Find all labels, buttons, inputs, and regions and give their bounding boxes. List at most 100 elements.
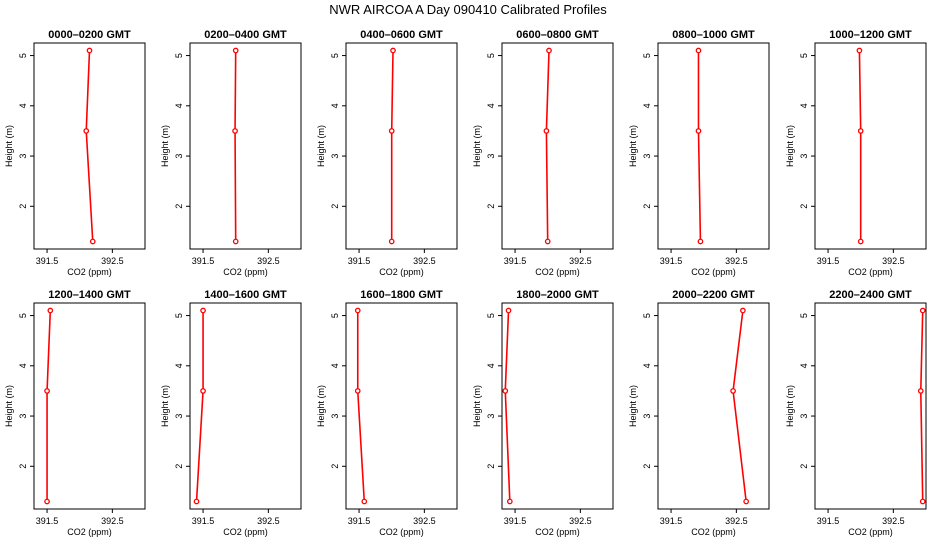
profile-line (732, 310, 747, 502)
profile-point (232, 47, 239, 54)
x-tick-label: 391.5 (192, 516, 215, 526)
panel-title: 0400–0600 GMT (360, 29, 443, 41)
profile-point (200, 388, 206, 394)
profile-point (857, 238, 864, 245)
plot-frame (657, 42, 770, 250)
profile-point (354, 388, 361, 394)
profile-point (740, 307, 746, 314)
y-tick-label: 2 (174, 464, 184, 469)
plot-frame (345, 42, 458, 250)
x-tick-label: 392.5 (101, 516, 124, 526)
profile-point (388, 128, 395, 134)
plot-frame (345, 302, 458, 510)
profile-point (232, 238, 239, 245)
profile-line (504, 310, 511, 502)
x-axis-label: CO2 (ppm) (691, 527, 736, 537)
y-tick-label: 3 (799, 154, 809, 159)
profile-point (857, 128, 864, 134)
y-tick-label: 3 (486, 414, 496, 419)
profile-point (390, 47, 396, 54)
y-tick-label: 5 (18, 313, 28, 318)
y-tick-label: 4 (174, 363, 184, 368)
profile-point (730, 388, 736, 394)
y-tick-label: 5 (642, 313, 652, 318)
y-tick-label: 4 (330, 363, 340, 368)
y-tick-label: 2 (799, 204, 809, 209)
plot-frame (814, 302, 927, 510)
plot-frame (189, 302, 302, 510)
x-axis-label: CO2 (ppm) (691, 267, 736, 277)
profile-point (193, 498, 200, 505)
profile-point (506, 498, 513, 505)
y-tick-label: 3 (486, 154, 496, 159)
y-axis-label: Height (m) (4, 385, 14, 427)
profile-point (232, 128, 238, 134)
profile-point (354, 307, 361, 314)
figure-title: NWR AIRCOA A Day 090410 Calibrated Profi… (329, 2, 607, 17)
profile-line (919, 310, 924, 502)
y-axis-label: Height (m) (160, 125, 170, 167)
profile-point (546, 47, 552, 54)
y-axis-label: Height (m) (472, 125, 482, 167)
profile-point (200, 307, 206, 314)
y-tick-label: 2 (642, 204, 652, 209)
x-tick-label: 392.5 (257, 516, 280, 526)
x-axis-label: CO2 (ppm) (848, 527, 893, 537)
profile-line (85, 50, 94, 242)
panel-title: 1600–1800 GMT (360, 289, 443, 301)
y-tick-label: 4 (799, 363, 809, 368)
x-tick-label: 391.5 (348, 256, 371, 266)
profile-line (697, 50, 702, 242)
y-tick-label: 2 (799, 464, 809, 469)
profile-point (83, 128, 90, 134)
profile-point (856, 47, 863, 54)
panel-title: 2000–2200 GMT (672, 289, 755, 301)
x-tick-label: 391.5 (504, 516, 527, 526)
y-tick-label: 3 (18, 154, 28, 159)
y-tick-label: 3 (330, 414, 340, 419)
profile-line (356, 310, 366, 502)
y-tick-label: 3 (799, 414, 809, 419)
x-tick-label: 391.5 (36, 516, 59, 526)
x-tick-label: 391.5 (817, 256, 840, 266)
profile-point (388, 238, 395, 245)
profile-point (502, 388, 509, 394)
plot-frame (33, 42, 146, 250)
x-tick-label: 391.5 (660, 256, 683, 266)
y-axis-label: Height (m) (785, 385, 795, 427)
panel-title: 1200–1400 GMT (48, 289, 131, 301)
profile-point (695, 47, 702, 54)
x-tick-label: 392.5 (725, 516, 748, 526)
panel-title: 0200–0400 GMT (204, 29, 287, 41)
profile-line (390, 50, 394, 242)
y-tick-label: 2 (18, 464, 28, 469)
profile-point (89, 238, 96, 245)
y-tick-label: 5 (799, 313, 809, 318)
panel-title: 1400–1600 GMT (204, 289, 287, 301)
x-axis-label: CO2 (ppm) (223, 527, 268, 537)
x-tick-label: 392.5 (725, 256, 748, 266)
profile-line (46, 310, 52, 502)
profile-point (695, 128, 702, 134)
panel-title: 1000–1200 GMT (829, 29, 912, 41)
y-tick-label: 2 (486, 464, 496, 469)
x-tick-label: 392.5 (569, 256, 592, 266)
y-tick-label: 4 (18, 103, 28, 108)
x-tick-label: 392.5 (882, 256, 905, 266)
y-axis-label: Height (m) (316, 125, 326, 167)
plot-frame (501, 42, 614, 250)
profile-line (858, 50, 862, 242)
x-axis-label: CO2 (ppm) (535, 527, 580, 537)
y-tick-label: 3 (174, 154, 184, 159)
plot-frame (33, 302, 146, 510)
x-axis-label: CO2 (ppm) (67, 267, 112, 277)
y-tick-label: 3 (18, 414, 28, 419)
